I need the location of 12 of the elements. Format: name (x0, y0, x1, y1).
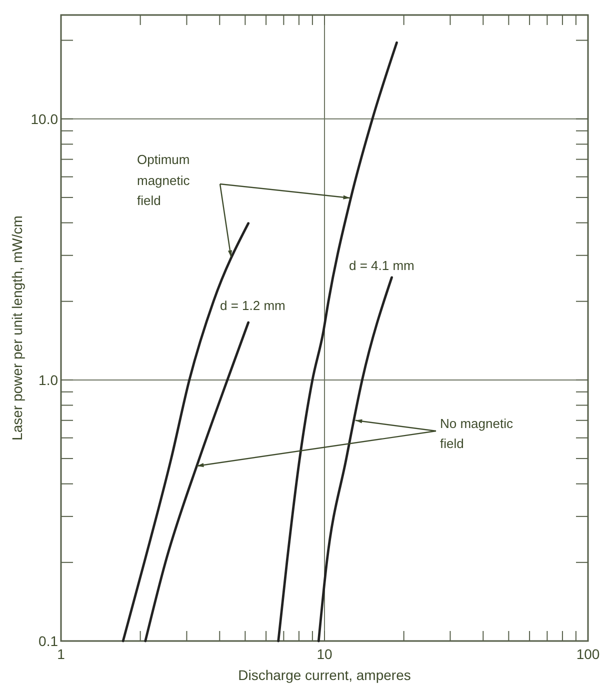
x-axis-title: Discharge current, amperes (238, 667, 411, 683)
x-tick-label: 1 (57, 646, 66, 662)
y-tick-label: 0.1 (38, 633, 58, 649)
annotation: No magnetic field (440, 416, 514, 451)
annotation: Optimum magnetic field (137, 152, 190, 208)
y-axis-title: Laser power per unit length, mW/cm (9, 216, 25, 440)
annotation: d = 1.2 mm (220, 298, 286, 313)
x-tick-label: 100 (576, 646, 600, 662)
annotation: d = 4.1 mm (349, 258, 414, 273)
y-tick-label: 10.0 (30, 110, 58, 127)
x-tick-label: 10 (316, 646, 332, 662)
y-tick-label: 1.0 (38, 372, 58, 388)
